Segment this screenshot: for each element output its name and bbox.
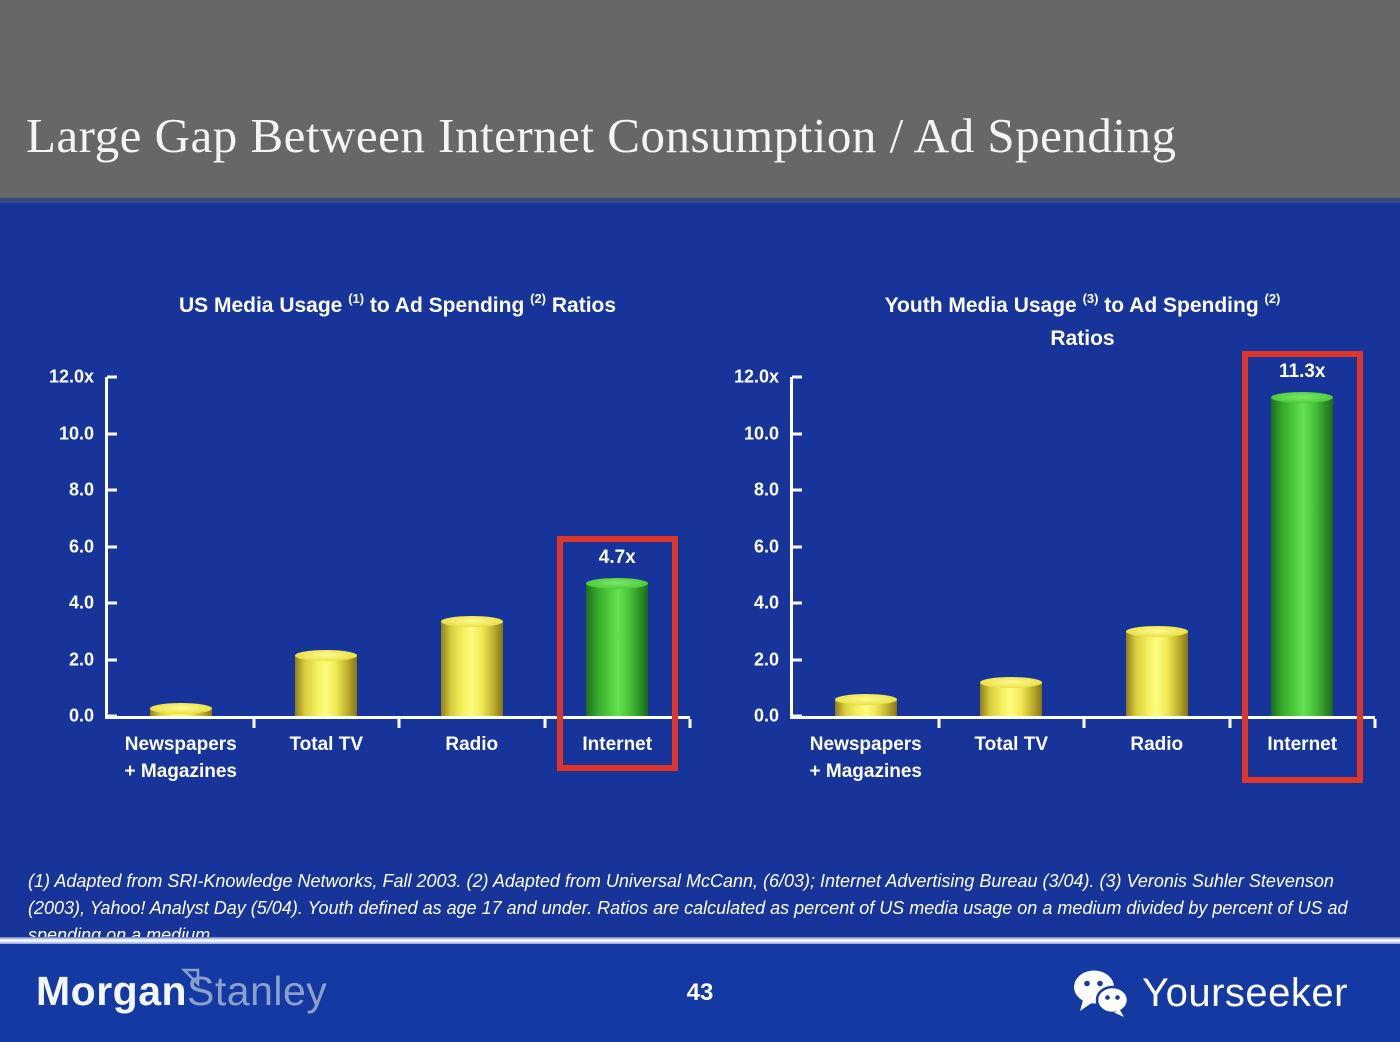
- x-axis-tick: [543, 719, 546, 728]
- bar-radio: [1125, 626, 1188, 716]
- x-axis-tick: [1373, 719, 1377, 728]
- plot-area: 12.0x 10.0 8.0 6.0 4.0 2.0 0.0 Newspapers + Mag…: [734, 351, 1377, 783]
- morgan-text: Morgan: [36, 968, 188, 1014]
- y-axis-tick: [107, 658, 117, 661]
- x-axis-tick: [1228, 719, 1231, 728]
- category-column: 11.3x Internet: [1230, 351, 1376, 783]
- y-axis-tick: [107, 432, 117, 435]
- highlight-red-box: [556, 536, 678, 771]
- x-axis-tick: [688, 719, 692, 728]
- stanley-text: Stanley: [187, 968, 328, 1014]
- category-label: Internet: [582, 734, 653, 755]
- plot-area: 12.0x 10.0 8.0 6.0 4.0 2.0 0.0 Newspapers + Mag…: [49, 367, 692, 782]
- yourseeker-watermark: Yourseeker: [1073, 970, 1348, 1017]
- y-axis-tick: [792, 545, 802, 548]
- y-axis-tick: [107, 488, 117, 492]
- y-axis-tick-label: 6.0: [68, 536, 94, 556]
- bar-internet: [1271, 391, 1334, 716]
- youth-media-usage-chart: Youth Media Usage (3) to Ad Spending (2)…: [700, 208, 1400, 828]
- category-label: Newspapers + Magazines: [124, 734, 237, 782]
- category-label: Internet: [1267, 734, 1338, 755]
- y-axis-tick-label: 4.0: [68, 592, 94, 613]
- bar-total-tv: [295, 650, 358, 716]
- y-axis-tick: [792, 488, 802, 492]
- category-column: Newspapers + Magazines: [108, 377, 254, 782]
- bar-internet: [586, 578, 649, 716]
- category-label: Total TV: [974, 734, 1049, 755]
- category-column: Radio: [399, 377, 545, 755]
- y-axis-tick-label: 8.0: [68, 479, 94, 500]
- y-axis-tick: [792, 432, 802, 435]
- title-superscript: (3): [1082, 291, 1099, 306]
- y-axis-tick: [107, 545, 117, 548]
- slide-body: US Media Usage (1) to Ad Spending (2) Ra…: [0, 208, 1400, 1042]
- bar-value-label: 4.7x: [598, 547, 636, 569]
- yourseeker-text: Yourseeker: [1142, 970, 1348, 1015]
- title-superscript: (2): [530, 291, 547, 306]
- footnote: (1) Adapted from SRI-Knowledge Networks,…: [28, 871, 1348, 945]
- y-axis-tick: [792, 375, 802, 379]
- y-axis-tick: [792, 658, 802, 661]
- y-axis-tick-label: 12.0x: [48, 366, 94, 387]
- slide-footer: Morgan Stanley 43 Yourseeker: [0, 944, 1400, 1042]
- bar-newspapers: [834, 694, 897, 716]
- y-axis-tick: [107, 714, 117, 718]
- y-axis-tick-label: 0.0: [68, 705, 94, 726]
- title-superscript: (1): [348, 291, 365, 306]
- y-axis-tick-label: 12.0x: [733, 366, 779, 387]
- x-axis-tick: [1082, 719, 1086, 728]
- y-axis-tick-label: 4.0: [753, 592, 779, 613]
- slide-title: Large Gap Between Internet Consumption /…: [26, 108, 1177, 163]
- bar-value-label: 11.3x: [1279, 360, 1326, 382]
- y-axis-tick-label: 10.0: [743, 423, 779, 443]
- y-axis-tick: [107, 601, 117, 605]
- y-axis-tick-label: 10.0: [58, 423, 94, 443]
- y-axis-tick-label: 0.0: [753, 705, 779, 726]
- category-label: Newspapers + Magazines: [809, 734, 922, 782]
- y-axis-tick-label: 6.0: [753, 536, 779, 556]
- us-media-usage-chart: US Media Usage (1) to Ad Spending (2) Ra…: [0, 208, 700, 828]
- bar-newspapers: [149, 702, 212, 716]
- y-axis-tick-label: 8.0: [753, 479, 779, 500]
- y-axis-tick-label: 2.0: [68, 649, 94, 669]
- slide-header: Large Gap Between Internet Consumption /…: [0, 0, 1400, 203]
- category-column: 4.7x Internet: [545, 377, 691, 771]
- y-axis-tick: [107, 375, 117, 379]
- chart-title: Youth Media Usage (3) to Ad Spending (2)…: [884, 291, 1281, 350]
- category-label: Total TV: [289, 734, 364, 755]
- chart-title: US Media Usage (1) to Ad Spending (2) Ra…: [178, 291, 617, 317]
- category-column: Newspapers + Magazines: [793, 377, 939, 782]
- category-label: Radio: [445, 734, 499, 755]
- y-axis-tick: [792, 601, 802, 605]
- bar-total-tv: [980, 677, 1043, 716]
- category-column: Total TV: [254, 377, 400, 755]
- highlight-red-box: [1241, 351, 1363, 783]
- bar-radio: [440, 616, 503, 716]
- category-column: Total TV: [939, 377, 1085, 755]
- category-column: Radio: [1084, 377, 1230, 755]
- wechat-icon: [1074, 970, 1130, 1017]
- category-label: Radio: [1130, 734, 1184, 755]
- x-axis-tick: [937, 719, 940, 728]
- y-axis-tick-label: 2.0: [753, 649, 779, 669]
- morgan-stanley-logo: Morgan Stanley: [36, 968, 327, 1015]
- x-axis-tick: [397, 719, 401, 728]
- title-superscript: (2): [1264, 291, 1281, 306]
- page-number: 43: [686, 979, 714, 1006]
- y-axis-tick: [792, 714, 802, 718]
- divider-line: [0, 937, 1400, 944]
- x-axis-tick: [252, 719, 255, 728]
